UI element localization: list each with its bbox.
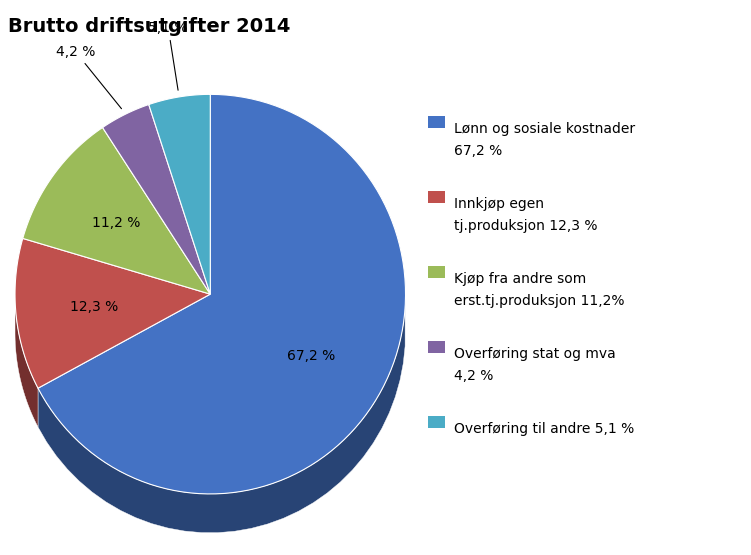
Polygon shape — [15, 239, 210, 388]
Text: 4,2 %: 4,2 % — [56, 44, 122, 109]
Text: 4,2 %: 4,2 % — [454, 369, 493, 383]
Text: Brutto driftsutgifter 2014: Brutto driftsutgifter 2014 — [8, 17, 290, 36]
Text: 12,3 %: 12,3 % — [70, 300, 118, 314]
Text: tj.produksjon 12,3 %: tj.produksjon 12,3 % — [454, 219, 597, 233]
FancyBboxPatch shape — [428, 191, 445, 203]
FancyBboxPatch shape — [428, 416, 445, 428]
Text: 11,2 %: 11,2 % — [92, 216, 140, 230]
Text: 67,2 %: 67,2 % — [454, 144, 502, 158]
FancyBboxPatch shape — [428, 341, 445, 353]
Text: Overføring stat og mva: Overføring stat og mva — [454, 347, 615, 361]
Polygon shape — [103, 104, 210, 294]
Polygon shape — [149, 94, 210, 294]
FancyBboxPatch shape — [428, 266, 445, 278]
Text: 5,1 %: 5,1 % — [149, 21, 188, 90]
FancyBboxPatch shape — [428, 116, 445, 128]
Text: Kjøp fra andre som: Kjøp fra andre som — [454, 272, 586, 286]
Text: Lønn og sosiale kostnader: Lønn og sosiale kostnader — [454, 122, 635, 136]
Polygon shape — [38, 94, 406, 494]
Polygon shape — [15, 294, 38, 427]
Text: erst.tj.produksjon 11,2%: erst.tj.produksjon 11,2% — [454, 294, 624, 308]
Text: Innkjøp egen: Innkjøp egen — [454, 197, 544, 211]
Text: 67,2 %: 67,2 % — [287, 349, 335, 363]
Polygon shape — [23, 128, 210, 294]
Text: Overføring til andre 5,1 %: Overføring til andre 5,1 % — [454, 422, 634, 436]
Polygon shape — [38, 307, 405, 533]
